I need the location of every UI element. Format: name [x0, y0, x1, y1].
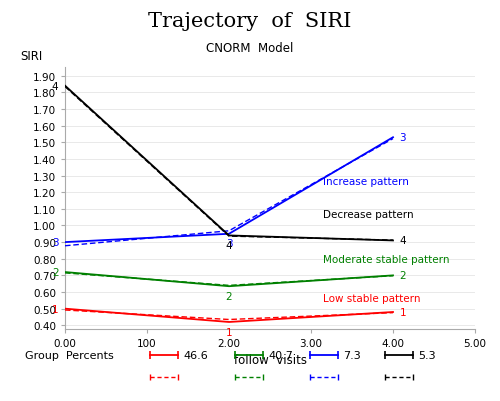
- Text: SIRI: SIRI: [20, 50, 42, 63]
- Text: 40.7: 40.7: [268, 350, 293, 360]
- Text: Increase pattern: Increase pattern: [324, 176, 409, 186]
- Text: 2: 2: [226, 291, 232, 301]
- Text: 46.6: 46.6: [184, 350, 208, 360]
- Text: 4: 4: [400, 236, 406, 246]
- Text: 3: 3: [400, 133, 406, 143]
- Text: 1: 1: [52, 304, 59, 314]
- Text: 4: 4: [52, 81, 59, 91]
- Text: Group  Percents: Group Percents: [25, 350, 114, 360]
- Text: CNORM  Model: CNORM Model: [206, 42, 294, 55]
- Text: Low stable pattern: Low stable pattern: [324, 293, 421, 303]
- Text: 2: 2: [400, 271, 406, 281]
- Text: 5.3: 5.3: [418, 350, 436, 360]
- Text: 2: 2: [52, 267, 59, 277]
- Text: 1: 1: [400, 307, 406, 317]
- Text: Decrease pattern: Decrease pattern: [324, 209, 414, 219]
- Text: 3: 3: [52, 237, 59, 247]
- Text: 1: 1: [226, 327, 232, 337]
- Text: 3: 3: [226, 239, 232, 249]
- Text: Trajectory  of  SIRI: Trajectory of SIRI: [148, 12, 352, 31]
- Text: 4: 4: [226, 241, 232, 251]
- Text: Moderate stable pattern: Moderate stable pattern: [324, 254, 450, 264]
- X-axis label: follow  visits: follow visits: [234, 353, 306, 366]
- Text: 7.3: 7.3: [344, 350, 361, 360]
